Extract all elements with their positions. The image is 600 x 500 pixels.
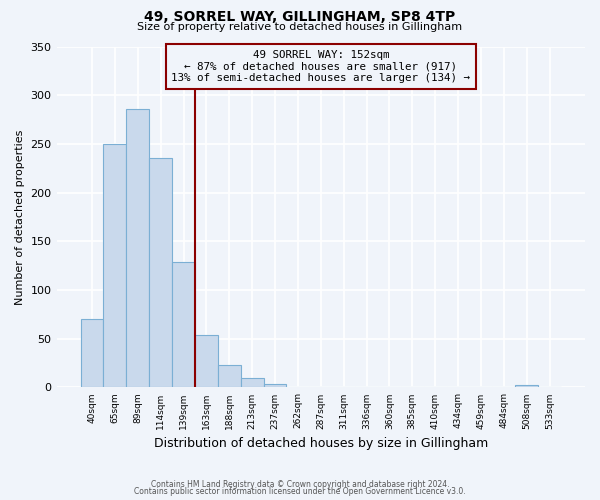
Bar bbox=[80, 319, 103, 388]
Bar bbox=[127, 109, 149, 388]
Text: 49, SORREL WAY, GILLINGHAM, SP8 4TP: 49, SORREL WAY, GILLINGHAM, SP8 4TP bbox=[145, 10, 455, 24]
Bar bbox=[195, 335, 218, 388]
Bar bbox=[172, 262, 195, 388]
Bar bbox=[218, 365, 241, 388]
Bar bbox=[149, 158, 172, 388]
Text: 49 SORREL WAY: 152sqm
← 87% of detached houses are smaller (917)
13% of semi-det: 49 SORREL WAY: 152sqm ← 87% of detached … bbox=[171, 50, 470, 83]
Bar bbox=[103, 144, 127, 388]
Text: Contains public sector information licensed under the Open Government Licence v3: Contains public sector information licen… bbox=[134, 487, 466, 496]
Y-axis label: Number of detached properties: Number of detached properties bbox=[15, 130, 25, 304]
Bar bbox=[515, 384, 538, 388]
Text: Size of property relative to detached houses in Gillingham: Size of property relative to detached ho… bbox=[137, 22, 463, 32]
X-axis label: Distribution of detached houses by size in Gillingham: Distribution of detached houses by size … bbox=[154, 437, 488, 450]
Text: Contains HM Land Registry data © Crown copyright and database right 2024.: Contains HM Land Registry data © Crown c… bbox=[151, 480, 449, 489]
Bar bbox=[263, 384, 286, 388]
Bar bbox=[241, 378, 263, 388]
